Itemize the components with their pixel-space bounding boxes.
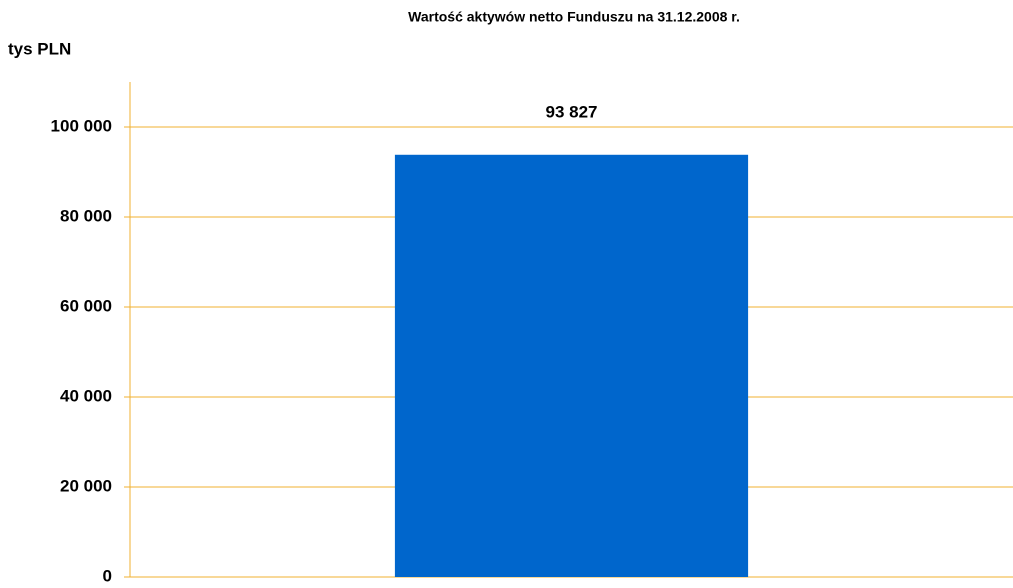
chart-title: Wartość aktywów netto Funduszu na 31.12.…: [408, 9, 740, 25]
y-tick-label: 100 000: [51, 116, 112, 135]
bar: [394, 154, 749, 577]
y-tick-label: 60 000: [60, 296, 112, 315]
y-axis-label: tys PLN: [8, 39, 71, 58]
y-tick-label: 40 000: [60, 386, 112, 405]
y-tick-label: 80 000: [60, 206, 112, 225]
data-label: 93 827: [546, 102, 598, 121]
y-tick-label: 0: [103, 566, 112, 585]
y-tick-label: 20 000: [60, 476, 112, 495]
